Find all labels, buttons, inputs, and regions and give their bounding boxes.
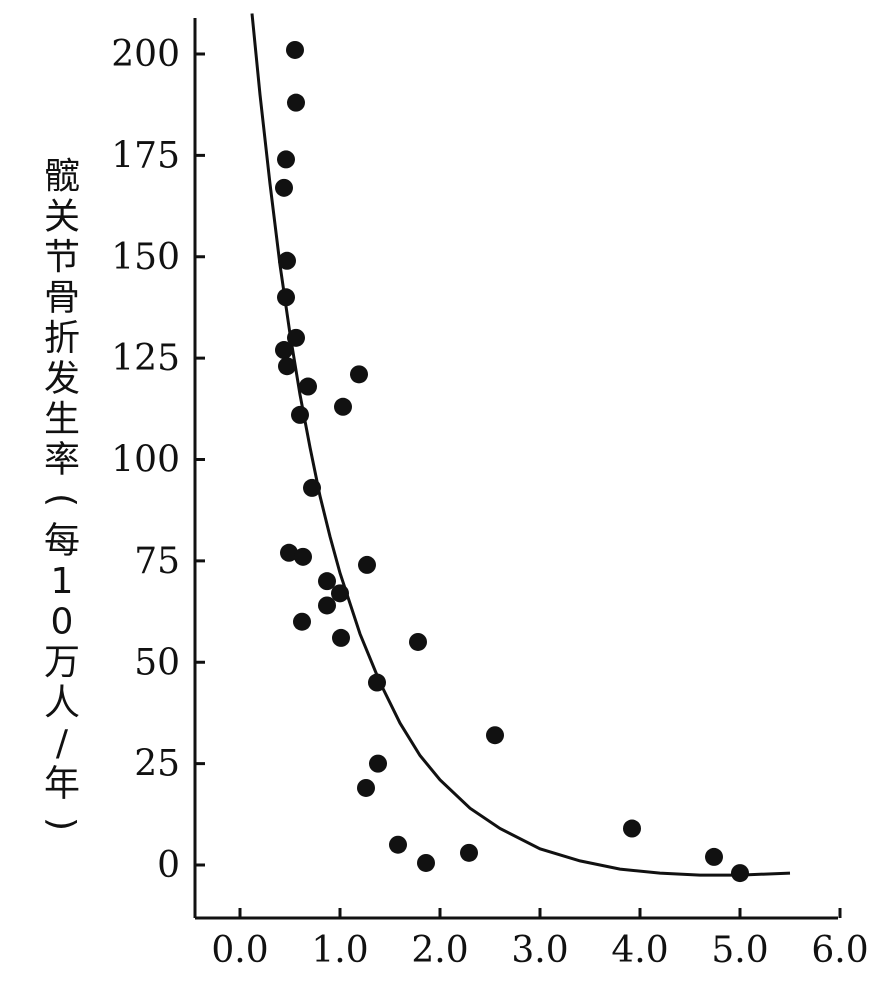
y-tick-label: 0 [157,845,180,886]
y-label-char: 人 [44,683,80,724]
data-point [368,673,386,692]
y-label-char: 髋 [44,156,80,197]
y-label-char: 骨 [44,278,80,319]
y-label-char: 节 [44,237,80,278]
data-point [318,572,336,591]
data-point [291,405,309,424]
y-tick-label: 75 [134,541,180,582]
y-label-char: 生 [44,399,80,440]
data-point [277,150,295,169]
y-tick-label: 100 [111,440,180,481]
y-tick-label: 25 [134,744,180,785]
data-point [303,478,321,497]
y-label-char: ( [41,493,82,507]
y-label-char: 0 [51,602,74,643]
y-label-char: 发 [44,359,80,400]
x-tick-label: 4.0 [611,930,668,971]
y-tick-label: 175 [111,135,180,176]
data-point [278,357,296,376]
data-point [417,853,435,872]
x-tick-label: 1.0 [311,930,368,971]
y-tick-label: 200 [111,34,180,75]
data-point [275,178,293,197]
data-point [277,288,295,307]
data-point [318,596,336,615]
data-point [460,843,478,862]
data-point [705,847,723,866]
y-label-char: 关 [44,197,80,238]
y-label-char: 万 [44,642,80,683]
data-point [389,835,407,854]
data-point [280,543,298,562]
y-label-char: 每 [44,521,80,562]
data-point [350,365,368,384]
y-label-char: ) [41,817,82,831]
data-point [287,328,305,347]
data-point [331,584,349,603]
data-point [294,547,312,566]
axes [193,18,838,920]
data-point [369,754,387,773]
y-label-char: 率 [44,440,80,481]
data-point [486,726,504,745]
y-label-char: / [56,723,69,764]
data-points [275,40,749,883]
data-point [299,377,317,396]
x-tick-label: 5.0 [711,930,768,971]
y-tick-label: 125 [111,338,180,379]
x-tick-label: 2.0 [411,930,468,971]
data-point [286,40,304,59]
data-point [287,93,305,112]
x-tick-label: 3.0 [511,930,568,971]
data-point [334,397,352,416]
data-point [332,628,350,647]
y-tick-label: 50 [134,642,180,683]
data-point [409,632,427,651]
x-tick-label: 6.0 [811,930,868,971]
ticks: 0 25 50 75 100 125 150 175 200 0.0 1.0 2.0 3.0 4.0 5.0… [111,34,868,971]
y-label-char: 年 [44,764,80,805]
data-point [278,251,296,270]
data-point [357,778,375,797]
data-point [623,819,641,838]
data-point [731,864,749,883]
data-point [358,555,376,574]
y-label-char: 折 [44,318,80,359]
fit-curve [250,13,791,877]
data-point [293,612,311,631]
y-label-char: 1 [51,561,74,602]
data-point [275,341,293,360]
x-tick-label: 0.0 [211,930,268,971]
y-tick-label: 150 [111,237,180,278]
